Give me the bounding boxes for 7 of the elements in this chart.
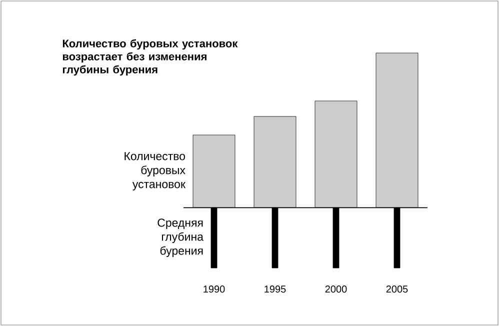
x-tick-label: 2000 <box>325 286 347 293</box>
series-label: Количество буровых установок <box>124 152 186 190</box>
chart-title: Количество буровых установок возрастает без изменения глубины бурения <box>62 39 238 76</box>
x-tick-label: 1990 <box>204 286 225 293</box>
x-tick-label: 1995 <box>264 286 286 293</box>
x-tick-label: 2005 <box>386 286 408 293</box>
series-label: Средняя глубина бурения <box>158 218 204 258</box>
